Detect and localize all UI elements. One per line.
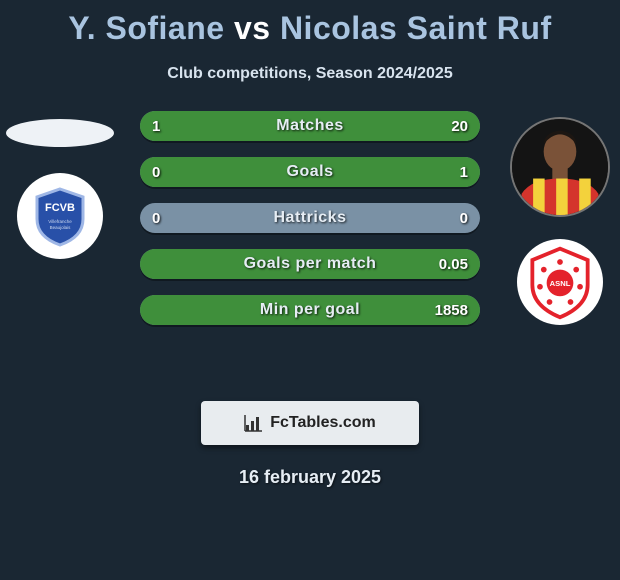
page-title: Y. Sofiane vs Nicolas Saint Ruf bbox=[0, 0, 620, 47]
stat-bar: 01Goals bbox=[140, 157, 480, 187]
svg-text:Beaujolais: Beaujolais bbox=[50, 225, 72, 230]
player-2-avatar bbox=[510, 117, 610, 217]
asnl-shield-icon: ASNL bbox=[519, 241, 601, 323]
stat-label: Goals bbox=[140, 157, 480, 187]
fcvb-shield-icon: FCVB Villefranche Beaujolais bbox=[29, 185, 91, 247]
bar-chart-icon bbox=[244, 413, 264, 433]
comparison-content: FCVB Villefranche Beaujolais bbox=[0, 111, 620, 371]
attribution-text: FcTables.com bbox=[270, 414, 376, 432]
player-portrait-icon bbox=[512, 119, 608, 215]
svg-text:FCVB: FCVB bbox=[45, 202, 75, 214]
stat-label: Matches bbox=[140, 111, 480, 141]
svg-text:ASNL: ASNL bbox=[550, 279, 571, 288]
stat-bar: 1858Min per goal bbox=[140, 295, 480, 325]
stat-bar: 00Hattricks bbox=[140, 203, 480, 233]
stat-bar: 0.05Goals per match bbox=[140, 249, 480, 279]
stat-bars-container: 120Matches 01Goals 00Hattricks 0.05Goals pe… bbox=[140, 111, 480, 341]
attribution-badge: FcTables.com bbox=[201, 401, 419, 445]
club-logo-fcvb: FCVB Villefranche Beaujolais bbox=[17, 173, 103, 259]
svg-text:Villefranche: Villefranche bbox=[48, 219, 72, 224]
stat-label: Hattricks bbox=[140, 203, 480, 233]
title-player-2: Nicolas Saint Ruf bbox=[280, 10, 552, 46]
right-side-column: ASNL bbox=[500, 111, 620, 371]
title-vs: vs bbox=[234, 10, 271, 46]
stat-label: Goals per match bbox=[140, 249, 480, 279]
stat-bar: 120Matches bbox=[140, 111, 480, 141]
title-player-1: Y. Sofiane bbox=[68, 10, 224, 46]
left-side-column: FCVB Villefranche Beaujolais bbox=[0, 111, 120, 371]
stat-label: Min per goal bbox=[140, 295, 480, 325]
date-line: 16 february 2025 bbox=[0, 467, 620, 488]
player-1-avatar-placeholder bbox=[6, 119, 114, 147]
subtitle: Club competitions, Season 2024/2025 bbox=[0, 65, 620, 83]
club-logo-asnl: ASNL bbox=[517, 239, 603, 325]
